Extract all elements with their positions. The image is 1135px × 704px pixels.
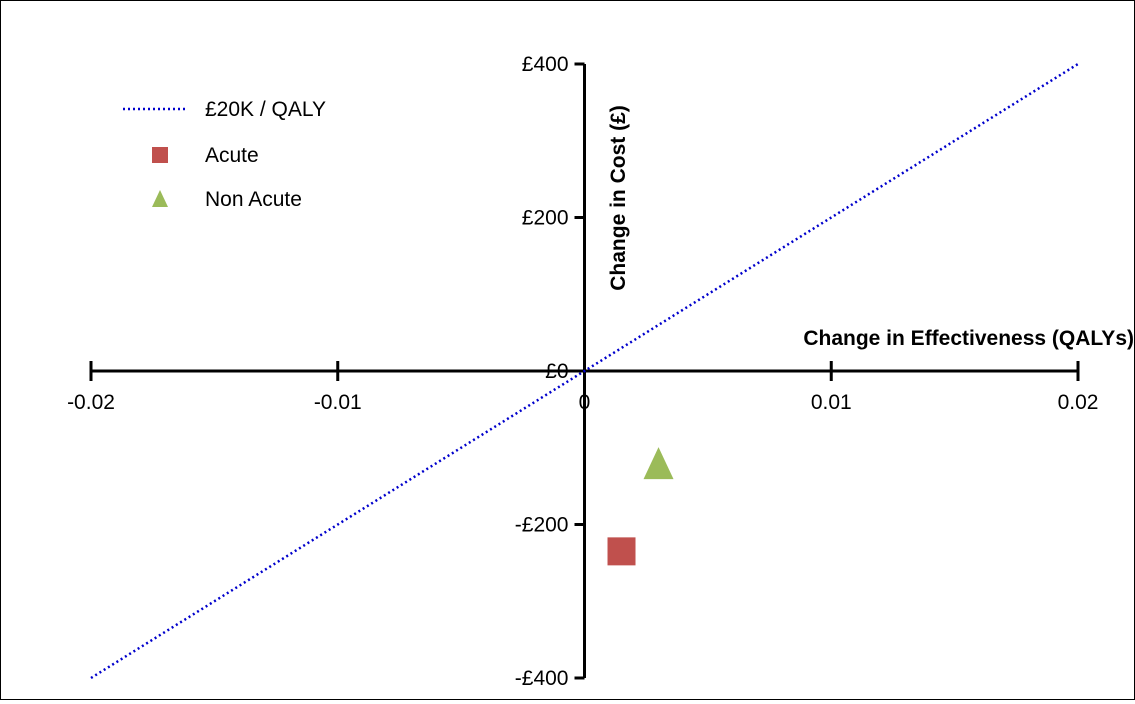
data-point-acute — [607, 537, 636, 566]
axes-layer: -0.02 -0.01 0 0.01 0.02 -£400 -£200 £0 £200 £400 — [67, 53, 1098, 690]
y-tick-label: £0 — [545, 360, 568, 383]
data-points-layer — [607, 447, 674, 566]
threshold-line — [90, 62, 1079, 680]
x-tick-label: 0.02 — [1058, 391, 1099, 414]
legend: £20K / QALY Acute Non Acute — [123, 98, 326, 211]
x-tick-label: -0.02 — [67, 391, 115, 414]
y-axis-title: Change in Cost (£) — [607, 105, 630, 291]
data-point-non-acute — [643, 447, 674, 480]
threshold-line-layer — [90, 62, 1079, 680]
x-tick-label: 0.01 — [811, 391, 852, 414]
legend-label-acute: Acute — [205, 144, 259, 167]
legend-label-non-acute: Non Acute — [205, 188, 302, 211]
x-tick-label: -0.01 — [314, 391, 362, 414]
legend-swatch-non-acute — [152, 190, 168, 207]
legend-swatch-acute — [152, 147, 168, 163]
x-axis-title: Change in Effectiveness (QALYs) — [803, 327, 1134, 350]
y-tick-label: £400 — [522, 53, 569, 76]
x-tick-label: 0 — [579, 391, 591, 414]
y-tick-label: £200 — [522, 207, 569, 230]
axis-labels-layer: Change in Effectiveness (QALYs) Change i… — [607, 105, 1134, 350]
y-tick-label: -£400 — [515, 667, 569, 690]
y-tick-label: -£200 — [515, 514, 569, 537]
legend-label-threshold: £20K / QALY — [205, 98, 326, 121]
